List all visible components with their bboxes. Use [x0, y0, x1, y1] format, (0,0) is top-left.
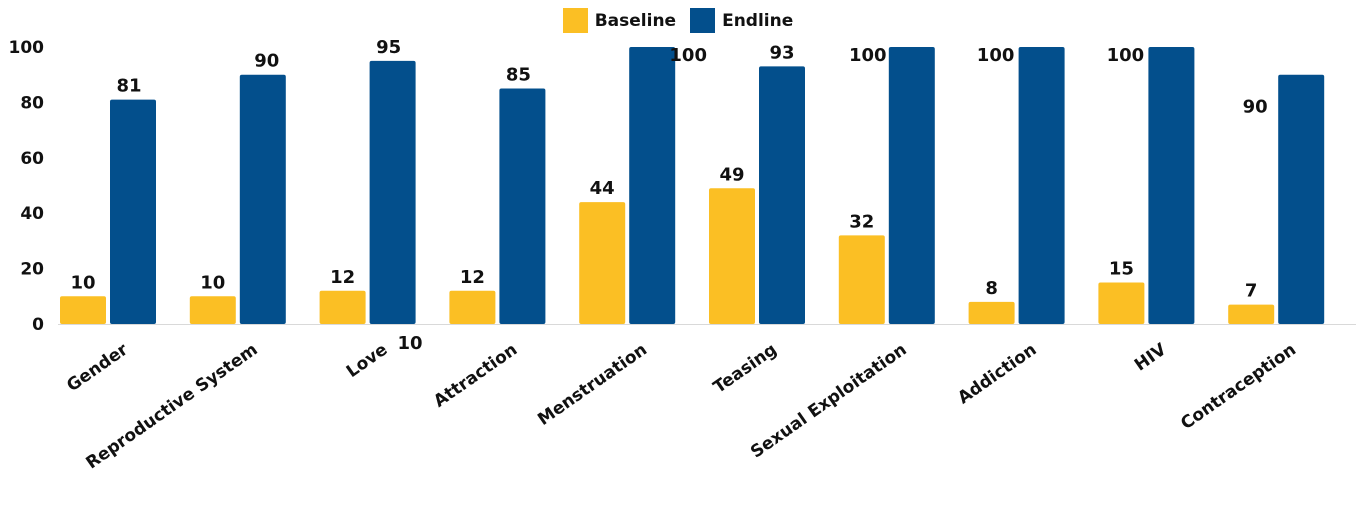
- bar-endline: [1018, 47, 1065, 324]
- bar-baseline: [838, 235, 885, 324]
- x-tick-label: HIV: [1131, 339, 1171, 375]
- y-tick-label: 40: [20, 204, 44, 224]
- data-label-baseline: 12: [460, 267, 485, 288]
- legend-label-endline: Endline: [722, 10, 794, 31]
- bar-endline: [110, 99, 156, 324]
- data-label-endline: 90: [1243, 97, 1268, 118]
- x-tick-label: Menstruation: [534, 340, 651, 430]
- bar-endline: [1148, 47, 1195, 324]
- bar-baseline: [319, 290, 366, 324]
- bar-baseline: [579, 202, 626, 324]
- data-label-endline: 100: [849, 45, 887, 66]
- y-tick-label: 0: [32, 315, 44, 335]
- bar-endline: [239, 74, 286, 324]
- bar-baseline: [60, 296, 106, 324]
- data-label-baseline: 8: [985, 278, 998, 299]
- data-label-endline: 100: [977, 45, 1015, 66]
- legend-swatch-endline: [690, 8, 716, 33]
- bar-endline: [759, 66, 805, 324]
- data-label-baseline: 44: [590, 178, 615, 199]
- data-label-endline: 81: [116, 76, 141, 97]
- x-tick-label: Teasing: [710, 340, 781, 398]
- legend-label-baseline: Baseline: [594, 10, 677, 31]
- legend-item-baseline: Baseline: [562, 8, 677, 33]
- data-label-endline: 90: [254, 51, 279, 72]
- x-tick-label: Gender: [63, 339, 132, 396]
- data-label-baseline: 10: [70, 272, 95, 293]
- x-tick-label: Attraction: [430, 340, 521, 412]
- data-label-baseline: 12: [330, 267, 355, 288]
- x-tick-label: Addiction: [954, 340, 1040, 409]
- y-tick-label: 80: [20, 93, 44, 113]
- bar-baseline: [1098, 282, 1145, 324]
- legend: Baseline Endline: [0, 8, 1356, 33]
- y-tick-label: 60: [20, 149, 44, 169]
- data-label-endline: 100: [1107, 45, 1145, 66]
- legend-item-endline: Endline: [690, 8, 793, 33]
- y-tick-label: 20: [20, 260, 44, 280]
- bar-baseline: [709, 188, 755, 324]
- bar-endline: [369, 60, 416, 324]
- bar-baseline: [189, 296, 236, 324]
- x-tick-label: Contraception: [1177, 340, 1300, 434]
- data-label-baseline: 15: [1109, 258, 1134, 279]
- data-label-endline: 85: [506, 65, 531, 86]
- data-label-baseline: 7: [1245, 281, 1258, 302]
- bar-endline: [499, 88, 546, 324]
- data-label-baseline: 10: [200, 272, 225, 293]
- data-label-endline: 95: [376, 37, 401, 58]
- bar-baseline: [449, 290, 496, 324]
- data-label-endline: 93: [769, 42, 794, 63]
- bar-baseline: [1228, 304, 1275, 324]
- bar-endline: [888, 47, 935, 324]
- data-label-baseline: 32: [849, 211, 874, 232]
- y-tick-label: 100: [9, 38, 45, 58]
- bar-endline: [1278, 74, 1325, 324]
- data-label-baseline: 49: [719, 164, 744, 185]
- data-label-endline: 100: [669, 45, 707, 66]
- stray-data-label: 10: [397, 333, 422, 354]
- bar-baseline: [968, 301, 1015, 324]
- bar-endline: [629, 47, 676, 324]
- legend-swatch-baseline: [562, 8, 588, 33]
- x-tick-label: Love: [343, 340, 391, 382]
